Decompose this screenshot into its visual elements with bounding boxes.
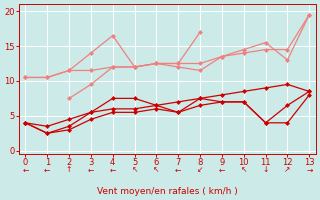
Text: →: → <box>306 165 312 174</box>
Text: ↑: ↑ <box>66 165 72 174</box>
Text: ←: ← <box>109 165 116 174</box>
Text: ↖: ↖ <box>153 165 160 174</box>
Text: ↖: ↖ <box>241 165 247 174</box>
Text: ←: ← <box>219 165 225 174</box>
Text: ↖: ↖ <box>132 165 138 174</box>
Text: ←: ← <box>88 165 94 174</box>
Text: ←: ← <box>44 165 51 174</box>
X-axis label: Vent moyen/en rafales ( km/h ): Vent moyen/en rafales ( km/h ) <box>97 187 238 196</box>
Text: ↗: ↗ <box>284 165 291 174</box>
Text: ←: ← <box>22 165 28 174</box>
Text: ←: ← <box>175 165 181 174</box>
Text: ↙: ↙ <box>197 165 203 174</box>
Text: ↓: ↓ <box>262 165 269 174</box>
